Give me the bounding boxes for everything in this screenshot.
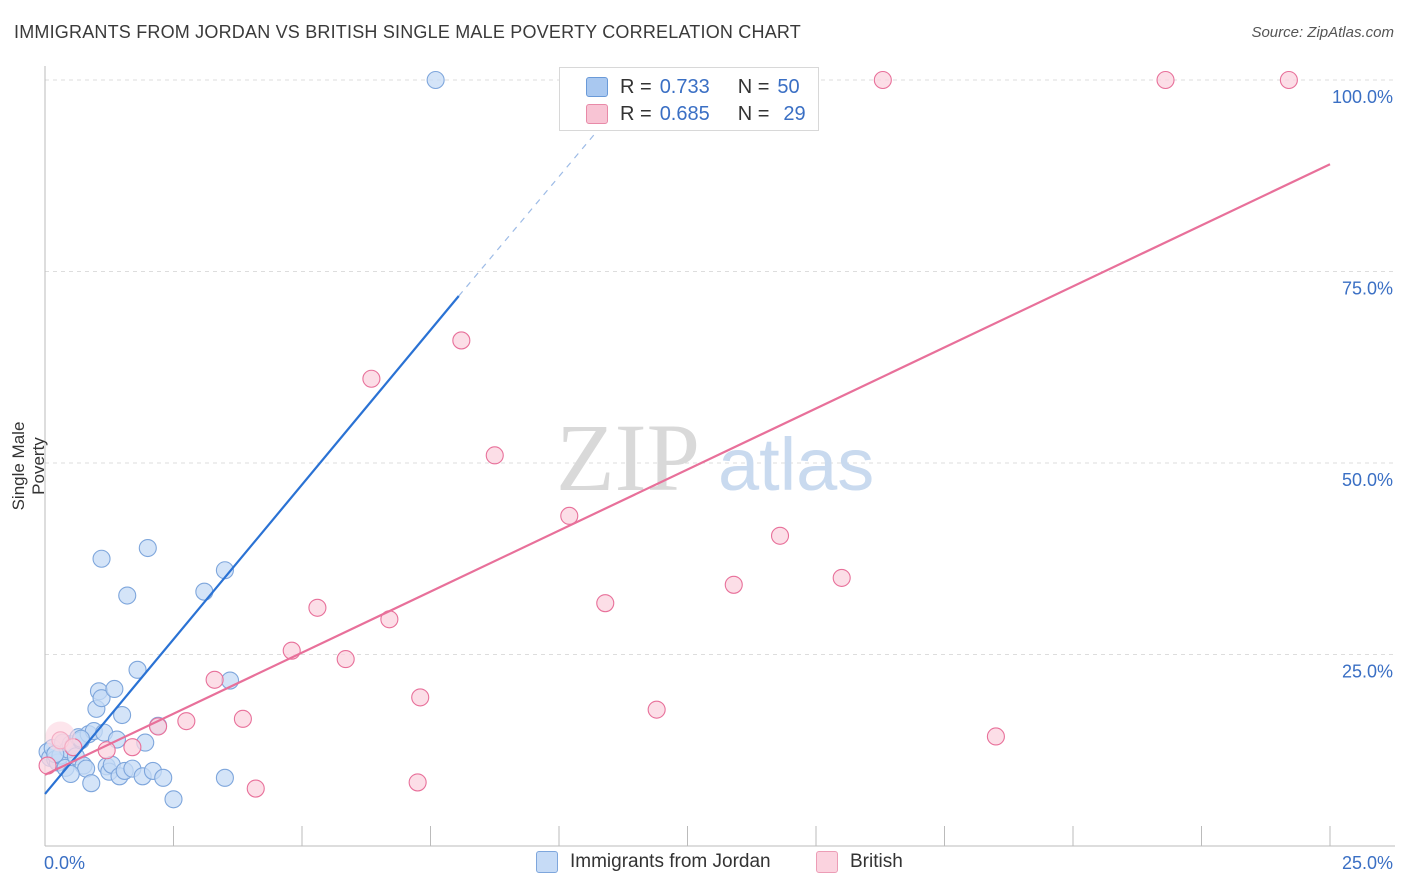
- point-british: [724, 575, 743, 594]
- n-label: N =: [737, 75, 770, 98]
- point-jordan: [154, 768, 173, 787]
- n-value: 50: [777, 75, 800, 98]
- legend-swatch-jordan: [586, 77, 608, 97]
- point-jordan: [128, 660, 147, 679]
- watermark: ZIP atlas: [556, 404, 874, 511]
- n-label: N =: [737, 102, 770, 125]
- point-british: [986, 727, 1005, 746]
- series-legend: Immigrants from Jordan British: [0, 851, 1406, 879]
- point-british: [873, 70, 892, 90]
- point-british-cluster: [45, 721, 76, 752]
- x-tick-label: 25.0%: [1342, 853, 1393, 873]
- legend-swatch-jordan: [536, 851, 558, 873]
- legend-item-jordan: Immigrants from Jordan: [536, 851, 771, 873]
- point-british: [832, 568, 851, 587]
- axes: [44, 66, 1395, 847]
- point-jordan: [138, 538, 157, 558]
- point-british: [205, 670, 224, 689]
- trend-lines: [44, 133, 1331, 795]
- point-jordan: [113, 705, 132, 725]
- r-label: R =: [620, 75, 652, 98]
- legend-swatch-british: [586, 104, 608, 124]
- point-jordan: [92, 689, 111, 708]
- point-jordan: [82, 774, 101, 793]
- trend-line-british: [44, 163, 1331, 776]
- point-british: [233, 709, 252, 728]
- point-jordan: [426, 70, 445, 90]
- point-british: [560, 506, 579, 525]
- point-british: [308, 598, 327, 617]
- r-value: 0.733: [659, 75, 710, 98]
- gridlines: [45, 79, 1395, 655]
- point-british: [1156, 70, 1175, 90]
- point-british: [123, 738, 142, 757]
- point-british: [246, 779, 265, 798]
- point-british: [647, 700, 666, 719]
- y-tick-label: 100.0%: [1332, 87, 1393, 107]
- source-label: Source: ZipAtlas.com: [1251, 24, 1394, 41]
- trend-line-jordan: [44, 295, 460, 795]
- y-tick-label: 25.0%: [1342, 662, 1393, 682]
- legend-label-british: British: [850, 851, 903, 872]
- y-axis-label: Single Male Poverty: [9, 421, 48, 511]
- data-points: [38, 70, 1298, 809]
- point-british: [770, 526, 790, 545]
- chart-title: IMMIGRANTS FROM JORDAN VS BRITISH SINGLE…: [14, 22, 801, 42]
- point-jordan: [118, 586, 137, 605]
- r-label: R =: [620, 102, 652, 125]
- point-jordan: [195, 582, 214, 601]
- point-british: [336, 650, 355, 669]
- x-tick-label: 0.0%: [44, 853, 85, 873]
- n-value: 29: [783, 102, 806, 125]
- point-jordan: [61, 764, 80, 784]
- correlation-legend: R = 0.733 N = 50 R = 0.685 N = 29: [559, 67, 819, 131]
- point-british: [411, 688, 430, 707]
- legend-row-british: R = 0.685 N = 29: [586, 101, 806, 127]
- watermark-atlas: atlas: [718, 423, 874, 506]
- point-british: [485, 446, 504, 465]
- point-jordan: [164, 790, 183, 809]
- point-jordan: [92, 549, 111, 568]
- point-british: [362, 369, 381, 388]
- legend-swatch-british: [816, 851, 838, 873]
- point-jordan: [105, 679, 124, 699]
- point-british: [596, 594, 615, 613]
- watermark-zip: ZIP: [556, 404, 700, 511]
- legend-row-jordan: R = 0.733 N = 50: [586, 74, 800, 100]
- point-jordan: [215, 768, 234, 787]
- point-british: [452, 331, 471, 350]
- point-british: [177, 712, 196, 731]
- point-british: [408, 773, 427, 792]
- y-tick-label: 50.0%: [1342, 470, 1393, 490]
- y-tick-label: 75.0%: [1342, 279, 1393, 299]
- tick-labels: 25.0% 50.0% 75.0% 100.0% 0.0% 25.0%: [44, 87, 1393, 873]
- legend-label-jordan: Immigrants from Jordan: [570, 851, 771, 872]
- r-value: 0.685: [659, 102, 710, 125]
- point-british: [1279, 70, 1298, 90]
- legend-item-british: British: [816, 851, 903, 873]
